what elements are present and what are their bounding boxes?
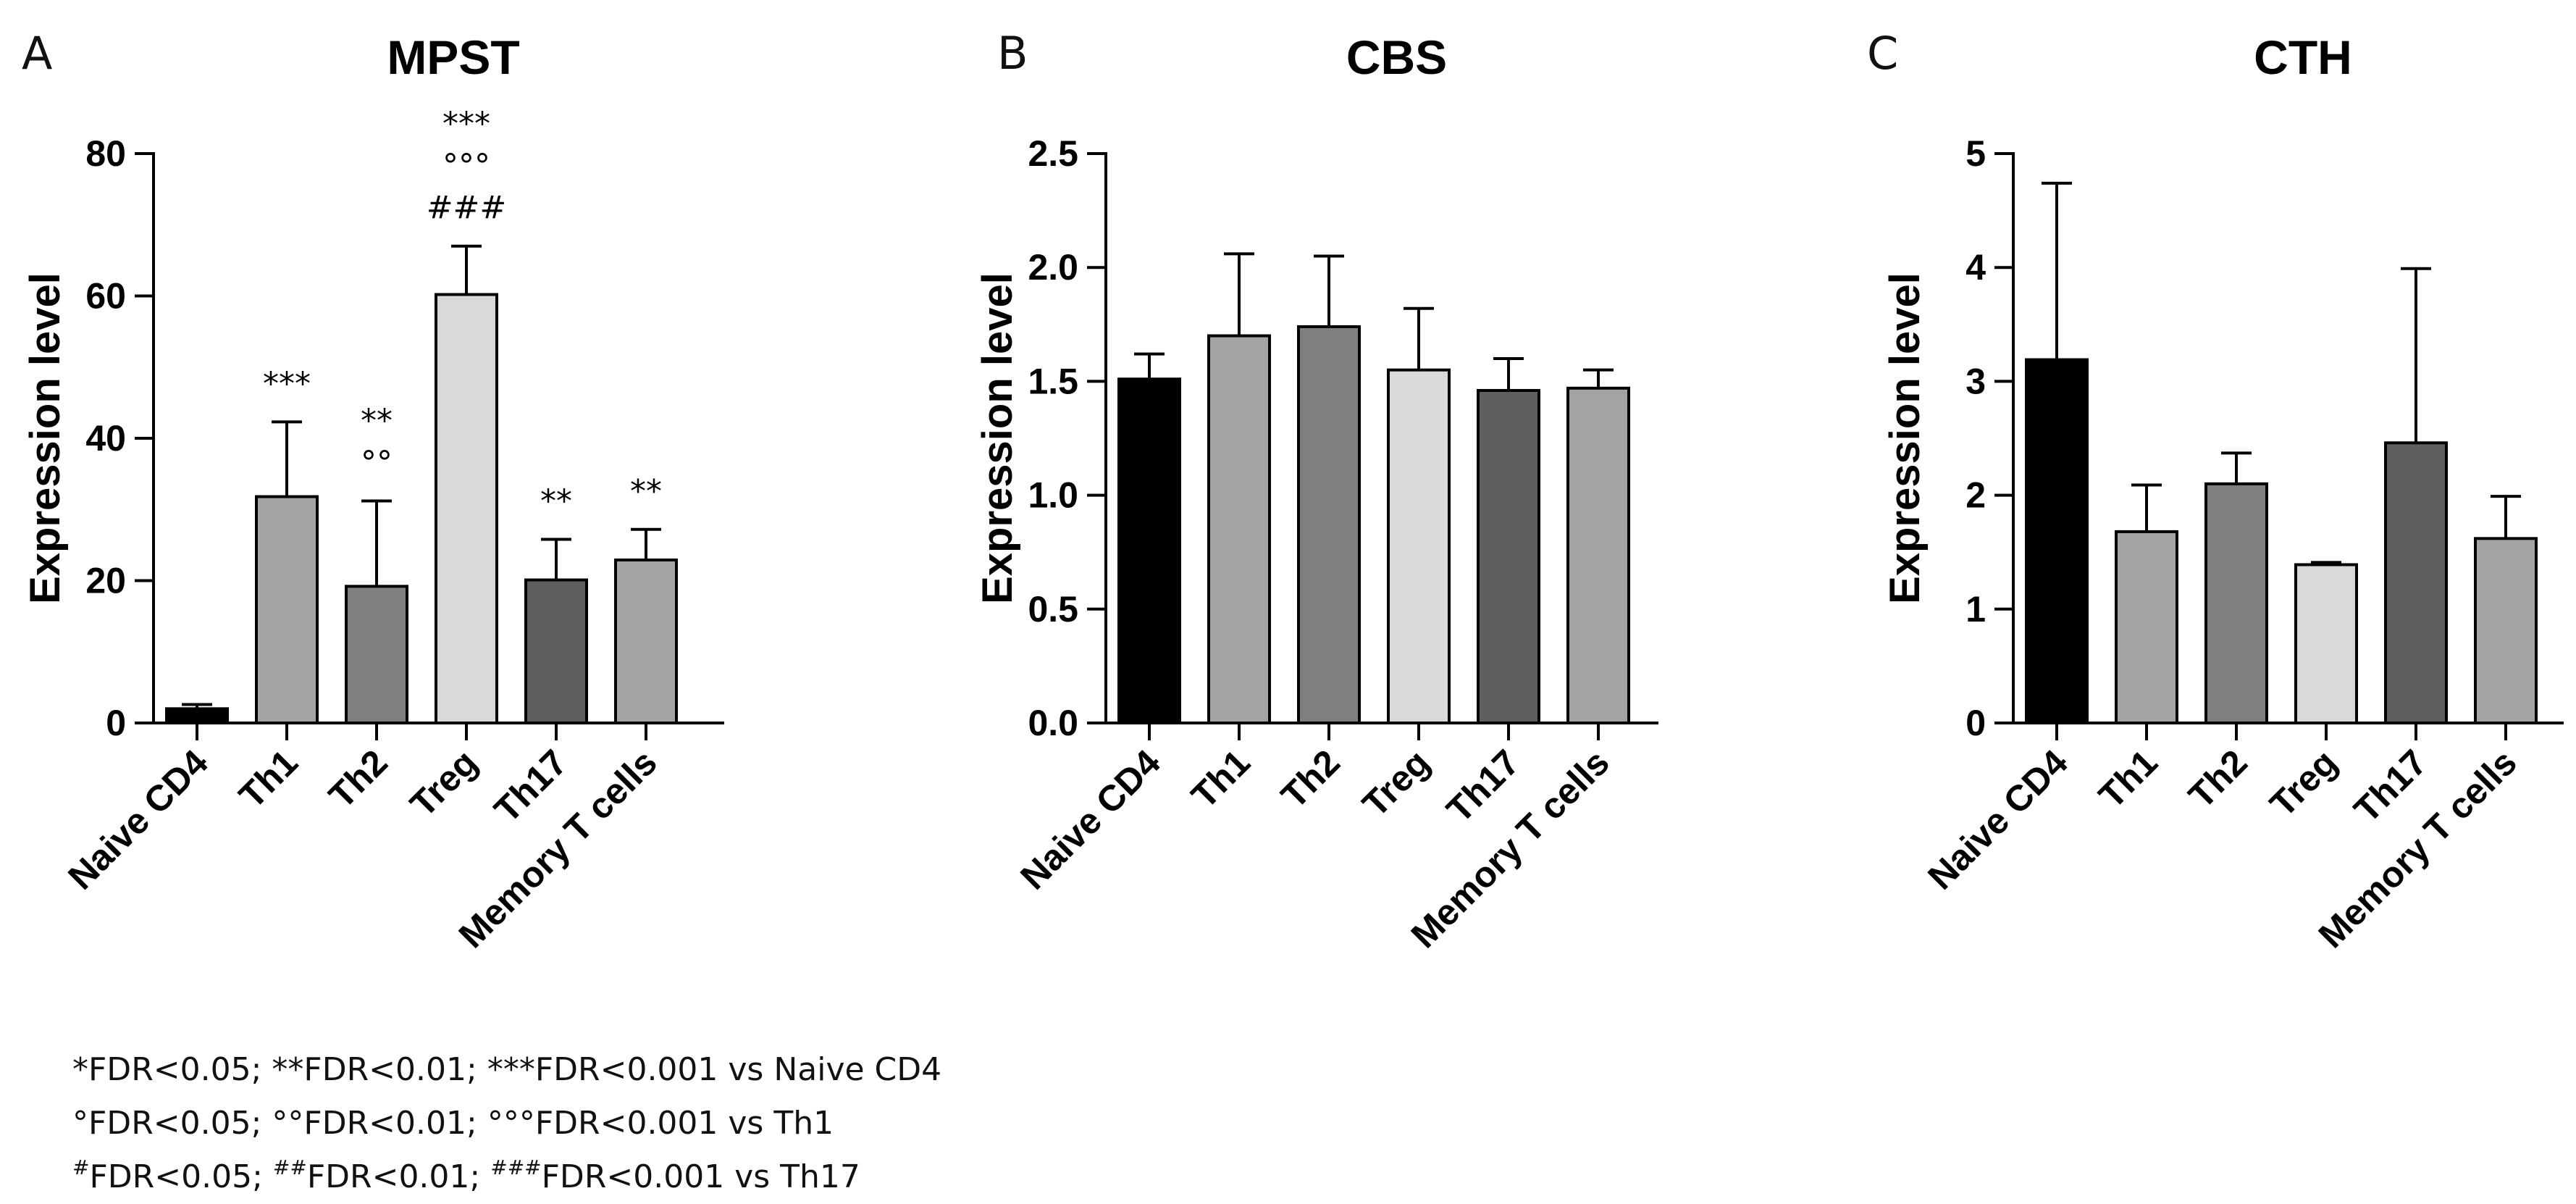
y-tick-label: 40 <box>85 418 126 459</box>
significance-marker: *** <box>442 106 490 143</box>
bar-memory-t-cells <box>1566 386 1630 724</box>
legend-text: FDR<0.001 vs Th17 <box>541 1158 860 1195</box>
y-tick-label: 5 <box>1965 133 1986 174</box>
significance-marker: *** <box>263 365 311 402</box>
bar-th1 <box>255 495 319 724</box>
significance-marker: ** <box>540 483 572 520</box>
bar-th17 <box>524 578 588 725</box>
bar-th1 <box>1207 334 1271 724</box>
y-axis-label: Expression level <box>1881 272 1929 604</box>
legend-superscript: # <box>72 1155 90 1179</box>
bar-memory-t-cells <box>614 559 678 724</box>
y-tick-label: 60 <box>85 276 126 317</box>
panel-label: C <box>1867 27 1898 80</box>
panel-label: A <box>22 27 52 80</box>
chart-title: CTH <box>2254 30 2352 84</box>
y-axis-label: Expression level <box>974 272 1021 604</box>
legend-line-th17: #FDR<0.05; ##FDR<0.01; ###FDR<0.001 vs T… <box>72 1150 941 1204</box>
y-tick-label: 1 <box>1965 589 1986 630</box>
y-tick-label: 1.5 <box>1028 361 1078 401</box>
y-tick-label: 1.0 <box>1028 475 1078 516</box>
bar-naive-cd4 <box>2025 358 2089 724</box>
y-tick-label: 2.0 <box>1028 247 1078 288</box>
legend-text: FDR<0.05; <box>89 1158 273 1195</box>
y-tick-label: 2 <box>1965 475 1986 516</box>
y-tick-label: 3 <box>1965 361 1986 401</box>
bar-th17 <box>1477 388 1540 724</box>
bar-th2 <box>1297 325 1361 725</box>
bar-treg <box>435 293 498 725</box>
chart-title: CBS <box>1346 30 1447 84</box>
legend-line-th1: °FDR<0.05; °°FDR<0.01; °°°FDR<0.001 vs T… <box>72 1105 834 1142</box>
y-tick-label: 4 <box>1965 247 1986 288</box>
legend-text: FDR<0.01; <box>306 1158 491 1195</box>
significance-marker: °°° <box>442 148 490 185</box>
y-tick-label: 20 <box>85 561 126 601</box>
bar-treg <box>2294 563 2358 724</box>
significance-marker: ### <box>427 190 507 227</box>
bar-th17 <box>2384 441 2448 725</box>
bar-naive-cd4 <box>1117 377 1181 724</box>
chart-title: MPST <box>387 30 519 84</box>
y-tick-label: 0.5 <box>1028 589 1078 630</box>
y-axis-label: Expression level <box>22 272 69 604</box>
significance-marker: ** <box>630 473 662 510</box>
y-tick-label: 0.0 <box>1028 703 1078 743</box>
y-tick-label: 0 <box>106 703 126 743</box>
legend-superscript: ## <box>272 1155 307 1179</box>
significance-legend: *FDR<0.05; **FDR<0.01; ***FDR<0.001 vs N… <box>72 1043 941 1204</box>
bar-treg <box>1387 368 1451 724</box>
significance-marker: ** <box>361 402 393 439</box>
y-tick-label: 0 <box>1965 703 1986 743</box>
bar-memory-t-cells <box>2474 537 2538 724</box>
y-tick-label: 80 <box>85 133 126 174</box>
y-tick-label: 2.5 <box>1028 133 1078 174</box>
significance-marker: °° <box>361 444 393 481</box>
bar-th2 <box>345 585 408 724</box>
bar-th1 <box>2115 530 2178 724</box>
panel-label: B <box>997 27 1028 80</box>
legend-line-naive: *FDR<0.05; **FDR<0.01; ***FDR<0.001 vs N… <box>72 1051 942 1088</box>
legend-superscript: ### <box>490 1155 542 1179</box>
bar-th2 <box>2204 482 2268 724</box>
bar-naive-cd4 <box>165 707 229 724</box>
